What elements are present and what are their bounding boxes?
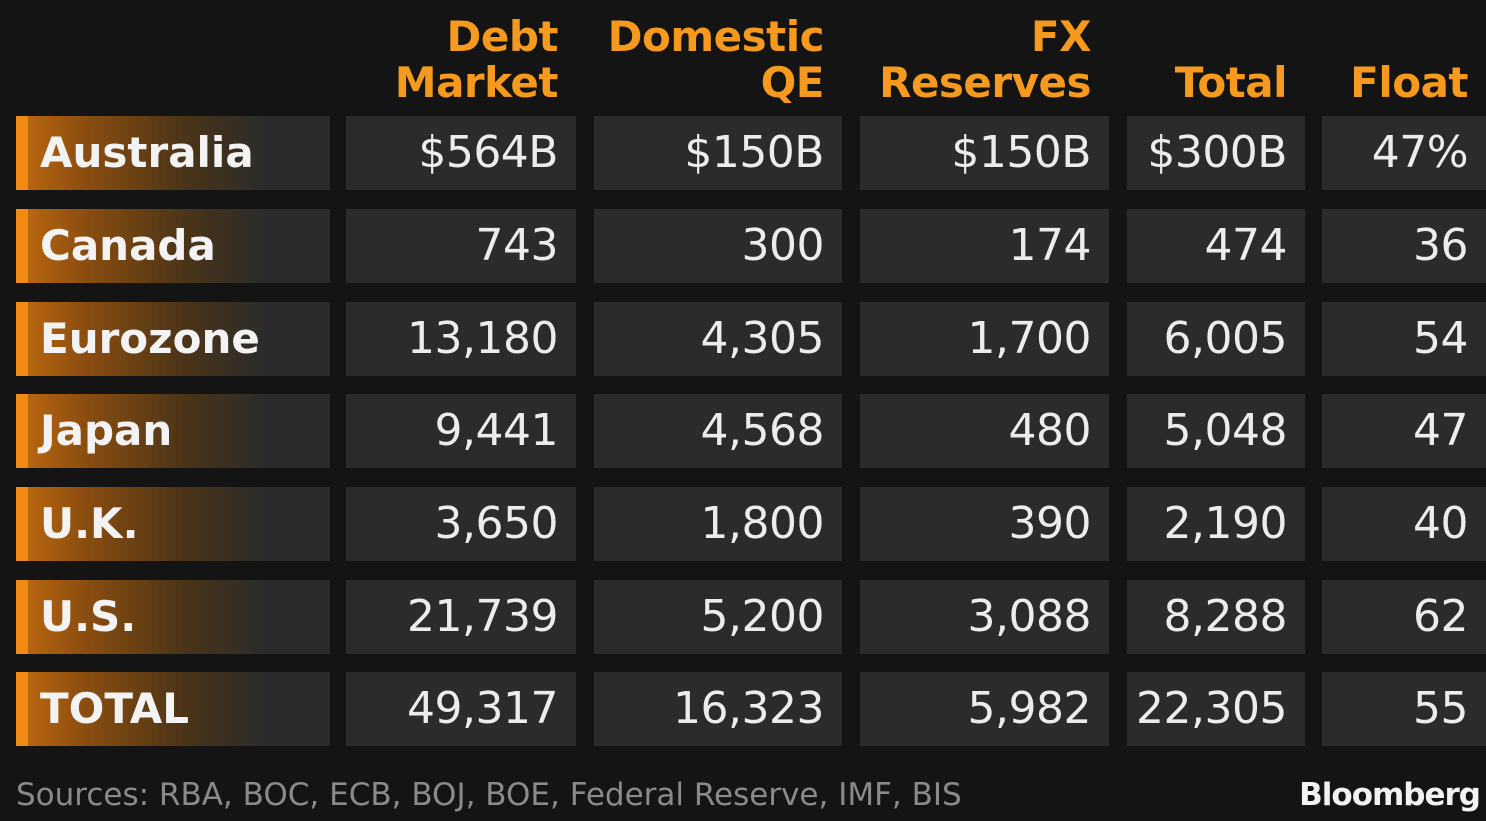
row-label: Eurozone [16, 302, 330, 376]
table-row: Australia $564B $150B $150B $300B 47% [0, 116, 1486, 190]
table-cell: 36 [1322, 209, 1486, 283]
table-row: U.S. 21,739 5,200 3,088 8,288 62 [0, 580, 1486, 654]
row-label: Japan [16, 394, 330, 468]
table-cell: 3,650 [346, 487, 576, 561]
table-cell: 480 [860, 394, 1109, 468]
row-label: U.S. [16, 580, 330, 654]
column-header-line: Total [1174, 58, 1288, 107]
table-row: Eurozone 13,180 4,305 1,700 6,005 54 [0, 302, 1486, 376]
row-label: Australia [16, 116, 330, 190]
table-cell: 174 [860, 209, 1109, 283]
table-cell: 9,441 [346, 394, 576, 468]
table-cell: 5,048 [1127, 394, 1305, 468]
table-row: Canada 743 300 174 474 36 [0, 209, 1486, 283]
column-header: Total [1127, 14, 1288, 107]
table-cell: $300B [1127, 116, 1305, 190]
column-header: Debt Market [346, 12, 559, 107]
column-header-line: Reserves [879, 58, 1091, 107]
column-header-line: QE [760, 58, 825, 107]
table-cell: 47% [1322, 116, 1486, 190]
brand-logo: Bloomberg [1299, 777, 1481, 813]
table-cell: 1,800 [594, 487, 842, 561]
column-header-line: Float [1350, 58, 1468, 107]
table-row: U.K. 3,650 1,800 390 2,190 40 [0, 487, 1486, 561]
table-cell: $150B [594, 116, 842, 190]
column-header-line [1127, 14, 1287, 60]
table-cell: 21,739 [346, 580, 576, 654]
table-cell: 474 [1127, 209, 1305, 283]
table-cell: 8,288 [1127, 580, 1305, 654]
row-label: U.K. [16, 487, 330, 561]
row-label: TOTAL [16, 672, 330, 746]
table-cell: 6,005 [1127, 302, 1305, 376]
table-cell: 390 [860, 487, 1109, 561]
table-cell: 22,305 [1127, 672, 1305, 746]
table-cell: 47 [1322, 394, 1486, 468]
table-cell: 13,180 [346, 302, 576, 376]
table-cell: 55 [1322, 672, 1486, 746]
table-cell: 62 [1322, 580, 1486, 654]
column-header: FX Reserves [860, 14, 1091, 106]
table-cell: 54 [1322, 302, 1486, 376]
table-cell: 40 [1322, 487, 1486, 561]
table-cell: 2,190 [1127, 487, 1305, 561]
table-cell: $564B [346, 116, 576, 190]
column-header: Float [1322, 14, 1468, 106]
row-label: Canada [16, 209, 330, 283]
table-row: Japan 9,441 4,568 480 5,048 47 [0, 394, 1486, 468]
table-cell: 4,305 [594, 302, 842, 376]
table-cell: 1,700 [860, 302, 1109, 376]
table-cell: $150B [860, 116, 1109, 190]
table-cell: 743 [346, 209, 576, 283]
column-header-line: Debt [446, 12, 559, 61]
table-cell: 49,317 [346, 672, 576, 746]
column-header-line [1322, 14, 1468, 60]
source-note: Sources: RBA, BOC, ECB, BOJ, BOE, Federa… [16, 777, 962, 813]
table-row: TOTAL 49,317 16,323 5,982 22,305 55 [0, 672, 1486, 746]
column-header: Domestic QE [594, 12, 825, 107]
column-header-line: Market [394, 58, 559, 107]
column-header-line: Domestic [607, 12, 825, 61]
table-cell: 16,323 [594, 672, 842, 746]
table-cell: 5,200 [594, 580, 842, 654]
table-cell: 3,088 [860, 580, 1109, 654]
column-header-line: FX [1030, 12, 1092, 61]
table-cell: 5,982 [860, 672, 1109, 746]
table-cell: 4,568 [594, 394, 842, 468]
table-cell: 300 [594, 209, 842, 283]
